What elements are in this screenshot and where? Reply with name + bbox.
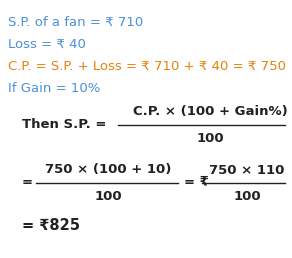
Text: 750 × 110: 750 × 110 bbox=[209, 164, 285, 176]
Text: 750 × (100 + 10): 750 × (100 + 10) bbox=[45, 164, 171, 176]
Text: C.P. × (100 + Gain%): C.P. × (100 + Gain%) bbox=[133, 106, 287, 118]
Text: C.P. = S.P. + Loss = ₹ 710 + ₹ 40 = ₹ 750: C.P. = S.P. + Loss = ₹ 710 + ₹ 40 = ₹ 75… bbox=[8, 60, 286, 73]
Text: Then S.P. =: Then S.P. = bbox=[22, 118, 106, 132]
Text: If Gain = 10%: If Gain = 10% bbox=[8, 82, 100, 95]
Text: Loss = ₹ 40: Loss = ₹ 40 bbox=[8, 38, 86, 51]
Text: S.P. of a fan = ₹ 710: S.P. of a fan = ₹ 710 bbox=[8, 16, 143, 29]
Text: 100: 100 bbox=[196, 132, 224, 144]
Text: =: = bbox=[22, 176, 33, 189]
Text: = ₹825: = ₹825 bbox=[22, 217, 80, 232]
Text: = ₹: = ₹ bbox=[184, 176, 209, 189]
Text: 100: 100 bbox=[233, 189, 261, 203]
Text: 100: 100 bbox=[94, 189, 122, 203]
